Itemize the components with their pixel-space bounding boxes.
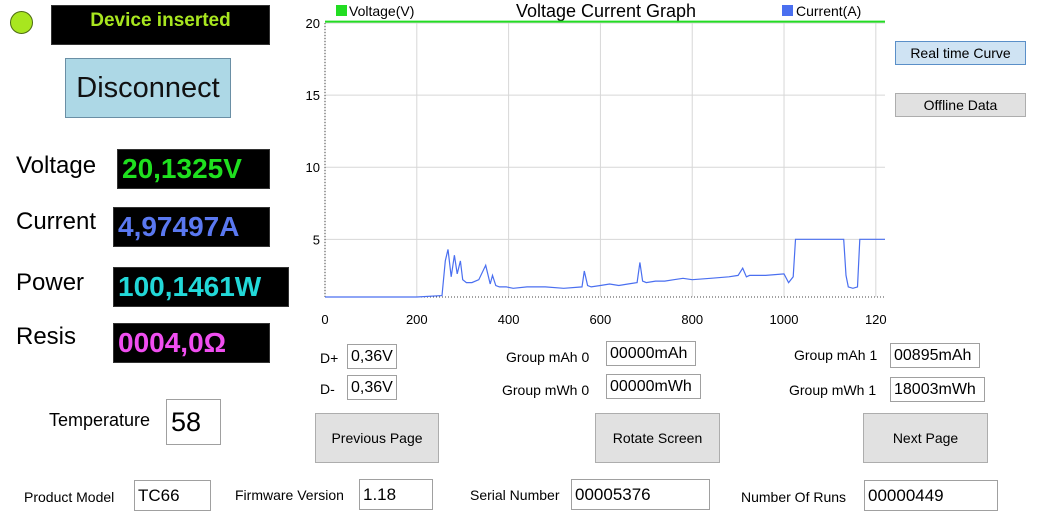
y-tick-label: 20 [306, 16, 320, 31]
temperature-field[interactable]: 58 [166, 399, 221, 445]
temperature-label: Temperature [49, 410, 151, 430]
dplus-label: D+ [320, 350, 339, 366]
x-tick-label: 600 [590, 312, 612, 327]
previous-page-button[interactable]: Previous Page [315, 413, 439, 463]
group-mah0-label: Group mAh 0 [506, 349, 590, 365]
offline-data-button[interactable]: Offline Data [895, 93, 1026, 117]
x-tick-label: 800 [681, 312, 703, 327]
next-page-button[interactable]: Next Page [863, 413, 988, 463]
serial-number-label: Serial Number [470, 487, 560, 503]
voltage-legend-label: Voltage(V) [349, 3, 414, 19]
product-model-label: Product Model [24, 489, 115, 505]
resistance-value-display: 0004,0Ω [113, 323, 270, 363]
firmware-version-field[interactable]: 1.18 [359, 479, 433, 510]
product-model-field[interactable]: TC66 [134, 480, 211, 511]
x-tick-label: 400 [498, 312, 520, 327]
x-tick-label: 200 [406, 312, 428, 327]
group-mwh1-label: Group mWh 1 [789, 382, 877, 398]
group-mwh0-label: Group mWh 0 [502, 382, 590, 398]
disconnect-button[interactable]: Disconnect [65, 58, 231, 118]
voltage-legend-swatch [336, 5, 347, 16]
y-tick-label: 10 [306, 160, 320, 175]
current-legend-label: Current(A) [796, 3, 861, 19]
current-series-line [325, 238, 885, 298]
group-mwh1-field[interactable]: 18003mWh [890, 377, 985, 402]
dminus-label: D- [320, 381, 335, 397]
group-mwh0-field[interactable]: 00000mWh [606, 374, 701, 399]
firmware-version-label: Firmware Version [235, 487, 344, 503]
group-mah1-label: Group mAh 1 [794, 347, 878, 363]
resistance-label: Resis [16, 323, 77, 350]
number-of-runs-label: Number Of Runs [741, 489, 847, 505]
group-mah1-field[interactable]: 00895mAh [890, 343, 980, 368]
x-tick-label: 1000 [770, 312, 799, 327]
current-legend-swatch [782, 5, 793, 16]
dminus-field[interactable]: 0,36V [347, 375, 397, 400]
x-tick-label: 0 [321, 312, 328, 327]
x-tick-label: 120 [865, 312, 887, 327]
power-label: Power [16, 269, 85, 296]
y-tick-label: 5 [313, 232, 320, 247]
voltage-current-chart: Voltage(V) Voltage Current Graph Current… [306, 1, 887, 327]
y-tick-label: 15 [306, 88, 320, 103]
power-value-display: 100,1461W [113, 267, 289, 307]
rotate-screen-button[interactable]: Rotate Screen [595, 413, 720, 463]
plot-area [325, 23, 885, 297]
dplus-field[interactable]: 0,36V [347, 344, 397, 369]
current-label: Current [16, 208, 97, 235]
chart-title: Voltage Current Graph [516, 1, 696, 21]
voltage-label: Voltage [16, 152, 97, 179]
number-of-runs-field[interactable]: 00000449 [864, 480, 998, 511]
realtime-curve-button[interactable]: Real time Curve [895, 41, 1026, 65]
current-value-display: 4,97497A [113, 207, 270, 247]
status-indicator-led [10, 11, 33, 34]
serial-number-field[interactable]: 00005376 [571, 479, 710, 510]
chart-legend: Voltage(V) Voltage Current Graph Current… [336, 1, 861, 21]
group-mah0-field[interactable]: 00000mAh [606, 341, 696, 366]
device-status-display: Device inserted [51, 5, 270, 45]
voltage-value-display: 20,1325V [117, 149, 270, 189]
